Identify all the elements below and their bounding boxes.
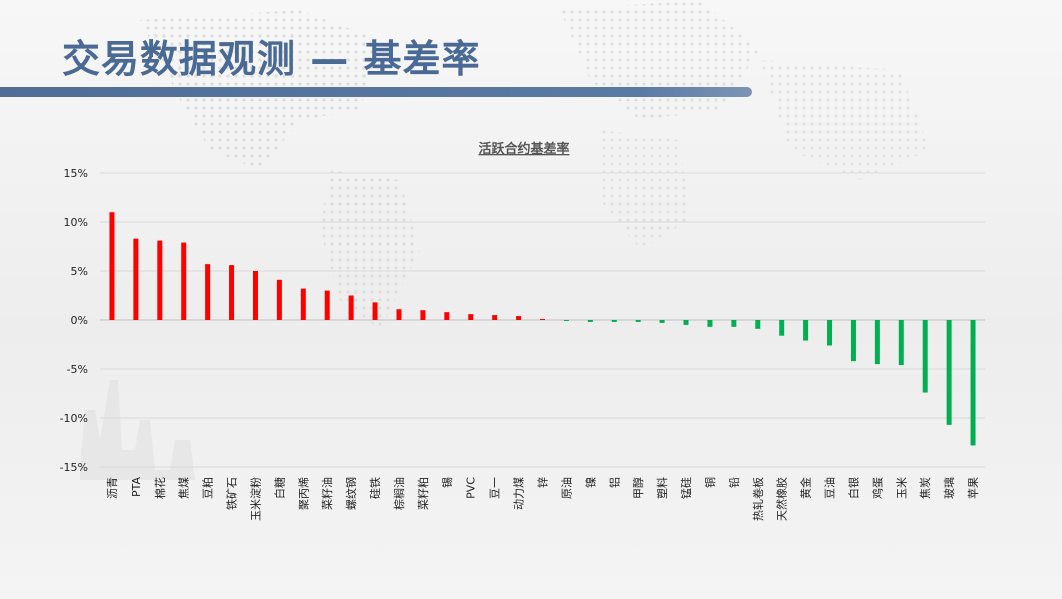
chart-gridlines xyxy=(100,172,985,468)
x-tick-label: 原油 xyxy=(559,477,573,499)
x-tick-label: 焦煤 xyxy=(178,477,191,499)
bar-菜籽油 xyxy=(324,290,330,320)
bar-玉米 xyxy=(898,320,904,366)
bar-苹果 xyxy=(970,320,976,446)
x-tick-label: 菜籽油 xyxy=(320,477,334,510)
y-tick-label: 5% xyxy=(71,265,88,278)
bar-玉米淀粉 xyxy=(252,271,258,320)
bar-豆一 xyxy=(492,315,498,320)
x-tick-label: 黄金 xyxy=(799,477,813,499)
bar-热轧卷板 xyxy=(755,320,761,329)
x-tick-label: 玉米 xyxy=(895,477,908,499)
bar-豆粕 xyxy=(205,264,211,320)
x-tick-label: 塑料 xyxy=(655,477,669,499)
basis-rate-bar-chart: 活跃合约基差率 15%10%5%0%-5%-10%-15% 沥青 PTA 棉花 焦煤豆… xyxy=(60,141,985,521)
bar-黄金 xyxy=(803,320,809,341)
x-tick-label: 豆油 xyxy=(823,477,837,499)
bar-铝 xyxy=(611,320,617,322)
x-tick-label: 铅 xyxy=(727,477,741,488)
x-tick-label: 锌 xyxy=(536,477,550,488)
x-axis: 沥青 PTA 棉花 焦煤 豆粕 铁矿石 玉米淀粉 白糖 聚丙烯 菜籽油 螺纹钢 硅铁 棕榈油 菜籽粕锡 PV… xyxy=(106,477,980,521)
bar-原油 xyxy=(563,320,569,321)
bar-硅铁 xyxy=(372,302,378,320)
x-tick-label: 锡 xyxy=(440,477,454,488)
bar-铅 xyxy=(731,320,737,327)
x-tick-label: PVC xyxy=(465,477,478,499)
y-tick-label: 0% xyxy=(71,314,88,327)
x-tick-label: 白糖 xyxy=(272,477,286,499)
y-tick-label: -10% xyxy=(60,412,88,425)
x-tick-label: 白银 xyxy=(846,477,860,499)
bar-PTA xyxy=(133,238,139,320)
chart-bars xyxy=(109,212,976,446)
bar-白银 xyxy=(850,320,856,362)
y-tick-label: -5% xyxy=(67,363,88,376)
bar-锰硅 xyxy=(683,320,689,325)
x-tick-label: 棕榈油 xyxy=(392,477,406,510)
bar-聚丙烯 xyxy=(300,288,306,320)
x-tick-label: 玉米淀粉 xyxy=(248,477,262,521)
bar-铁矿石 xyxy=(229,265,235,320)
bar-焦煤 xyxy=(181,242,187,320)
bar-玻璃 xyxy=(946,320,952,425)
x-tick-label: 铁矿石 xyxy=(226,477,239,510)
x-tick-label: 镍 xyxy=(583,477,597,488)
x-tick-label: 硅铁 xyxy=(369,477,382,499)
bar-菜籽粕 xyxy=(420,310,426,320)
page-title: 交易数据观测 — 基差率 xyxy=(62,37,481,81)
x-tick-label: PTA xyxy=(130,477,143,497)
bar-铜 xyxy=(707,320,713,327)
y-axis: 15% 10% 5% 0% -5% -10% -15% xyxy=(60,167,88,474)
header: 交易数据观测 — 基差率 xyxy=(0,0,1062,100)
bar-锡 xyxy=(444,312,450,320)
bar-PVC xyxy=(468,314,474,320)
title-underline-bar xyxy=(0,87,752,97)
y-tick-label: -15% xyxy=(60,461,88,474)
bar-动力煤 xyxy=(516,316,522,320)
bar-锌 xyxy=(540,319,545,320)
bar-甲醇 xyxy=(635,320,641,322)
bar-棉花 xyxy=(157,240,163,320)
bar-沥青 xyxy=(109,212,115,320)
x-tick-label: 棉花 xyxy=(153,477,167,499)
x-tick-label: 玻璃 xyxy=(942,477,956,499)
bar-焦炭 xyxy=(922,320,928,393)
bar-鸡蛋 xyxy=(874,320,880,365)
x-tick-label: 动力煤 xyxy=(513,477,526,510)
y-tick-label: 10% xyxy=(64,216,88,229)
bar-镍 xyxy=(587,320,593,322)
bar-棕榈油 xyxy=(396,309,402,320)
bar-螺纹钢 xyxy=(348,295,354,320)
x-tick-label: 苹果 xyxy=(966,477,980,499)
x-tick-label: 鸡蛋 xyxy=(870,477,884,499)
chart-container: 活跃合约基差率 15% 10% 5% 0% -5% -10% -15% 沥青 PTA 棉花 焦煤豆… xyxy=(0,120,1062,560)
bar-天然橡胶 xyxy=(779,320,785,336)
x-tick-label: 锰硅 xyxy=(679,477,693,499)
x-tick-label: 焦炭 xyxy=(919,477,932,499)
x-tick-label: 铝 xyxy=(607,477,621,488)
x-tick-label: 铜 xyxy=(703,477,717,488)
chart-title: 活跃合约基差率 xyxy=(478,141,569,157)
x-tick-label: 聚丙烯 xyxy=(297,477,310,510)
bar-豆油 xyxy=(827,320,833,346)
x-tick-label: 热轧卷板 xyxy=(751,477,765,521)
x-tick-label: 沥青 xyxy=(106,477,119,499)
x-tick-label: 豆粕 xyxy=(201,477,215,499)
x-tick-label: 豆一 xyxy=(489,477,502,499)
bar-塑料 xyxy=(659,320,665,323)
bar-白糖 xyxy=(276,279,282,320)
x-tick-label: 螺纹钢 xyxy=(344,477,358,510)
x-tick-label: 菜籽粕 xyxy=(416,477,430,510)
y-tick-label: 15% xyxy=(64,167,88,180)
x-tick-label: 天然橡胶 xyxy=(775,477,789,521)
x-tick-label: 甲醇 xyxy=(631,477,645,499)
